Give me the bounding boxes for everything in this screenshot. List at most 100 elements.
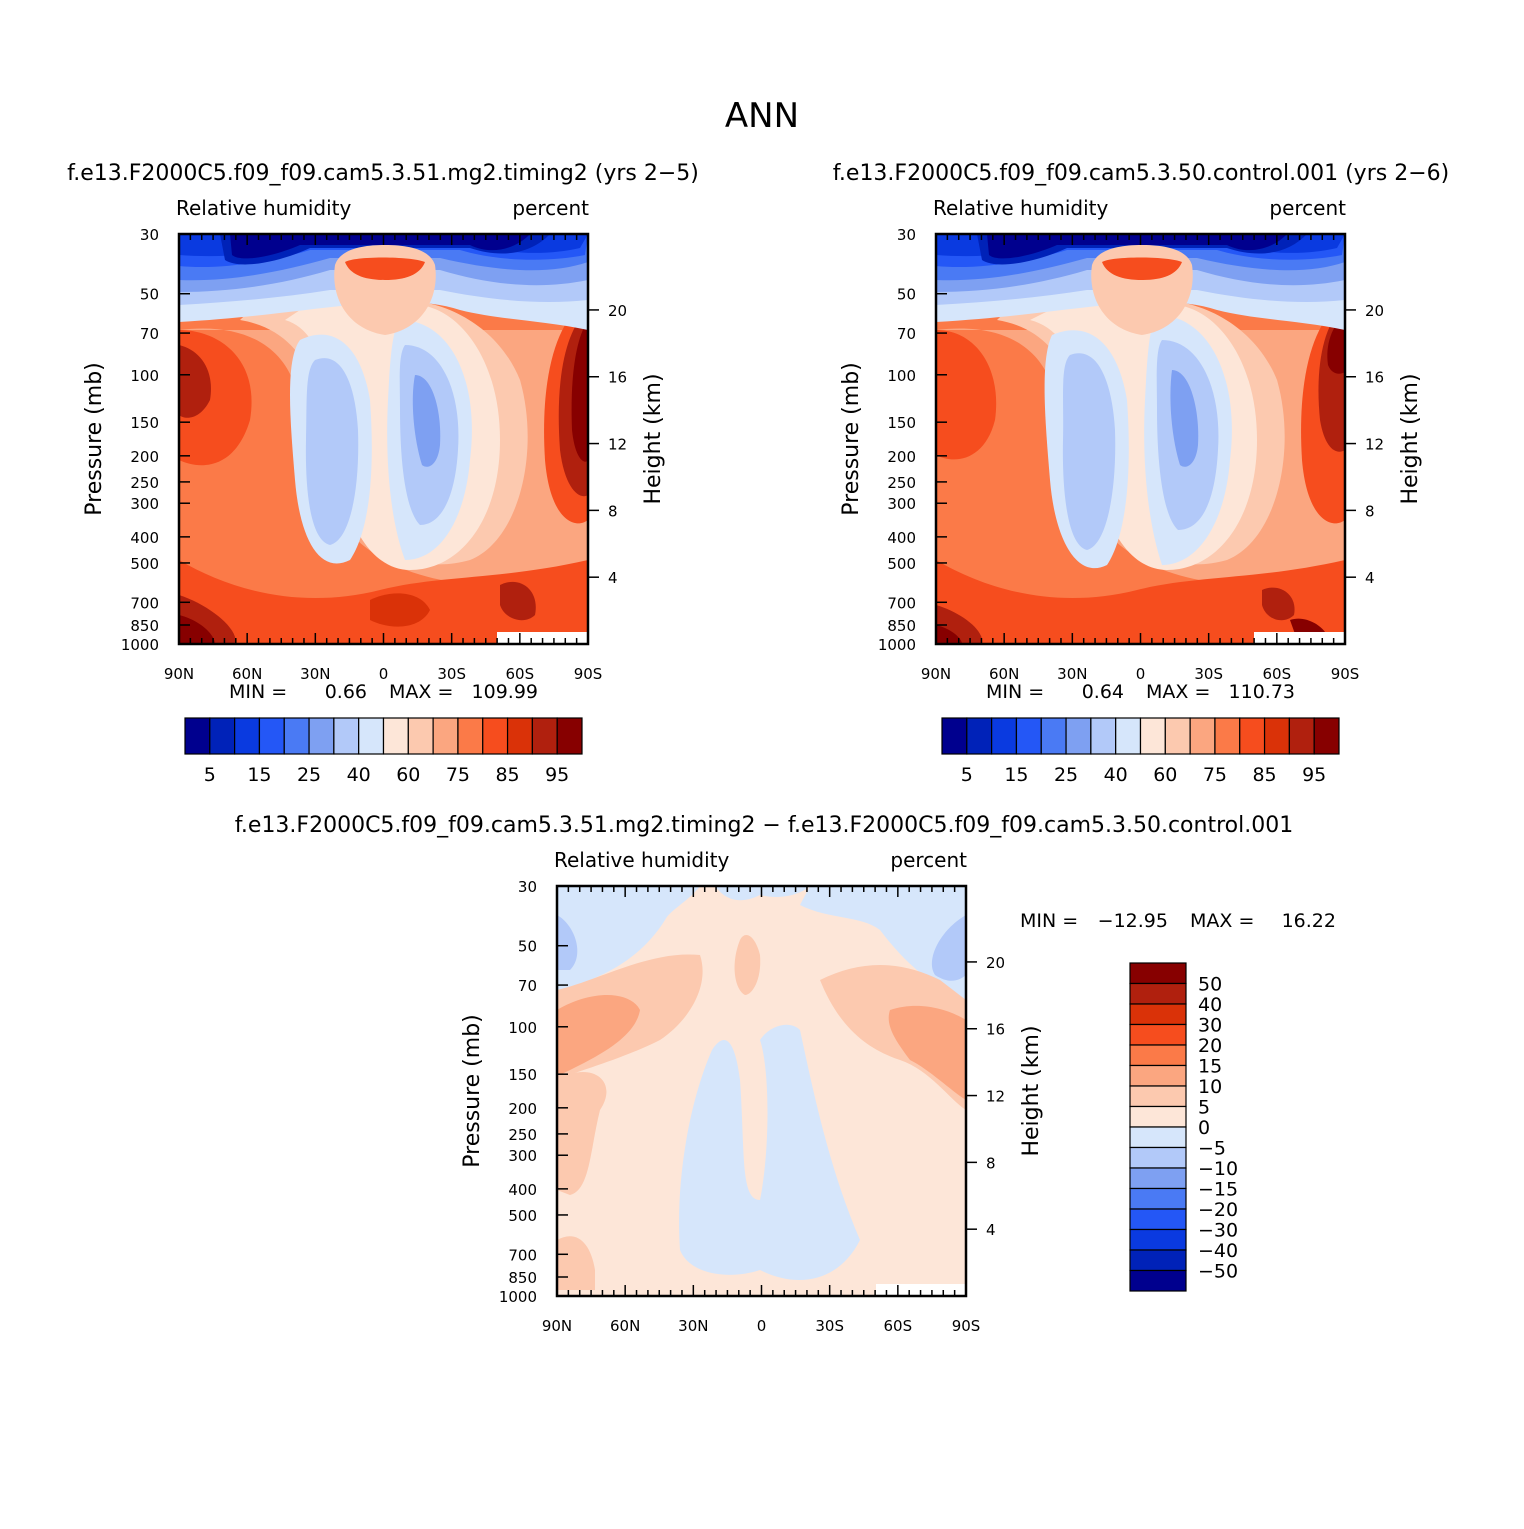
colorbar-label: 10 (1198, 1076, 1222, 1098)
case1-band-polar-n-dark (179, 345, 211, 418)
colorbar-swatch (234, 717, 261, 755)
case2-band-blue3-s (1170, 370, 1199, 467)
colorbar-label: 0 (1198, 1117, 1210, 1139)
case2-contour-field (936, 234, 1345, 644)
x-tick-label: 90S (1331, 665, 1360, 683)
colorbar-swatch (407, 717, 434, 755)
y-tick-label: 200 (130, 448, 159, 466)
colorbar-label: 20 (1198, 1035, 1222, 1057)
diff-band-neg-n-mid (557, 915, 578, 970)
colorbar-label: 95 (1302, 764, 1326, 786)
colorbar-label: 25 (1054, 764, 1078, 786)
y-tick-label: 50 (518, 938, 537, 956)
x-tick-label: 90N (164, 665, 194, 683)
diff-title: f.e13.F2000C5.f09_f09.cam5.3.51.mg2.timi… (235, 813, 1293, 838)
case2-ticks: 90N 60N 30N 0 30S 60S 90S 30 50 70 100 150 200 250 300… (878, 226, 1384, 683)
case1-ylabel-right: Height (km) (641, 373, 666, 504)
case2-units-label: percent (1269, 196, 1346, 220)
diff-contour-field (557, 886, 966, 1296)
x-tick-label: 30S (1194, 665, 1223, 683)
case1-variable-label: Relative humidity (176, 196, 351, 220)
x-tick-label: 0 (757, 1317, 767, 1335)
y-tick-label: 400 (130, 529, 159, 547)
colorbar-swatch (1129, 1269, 1187, 1292)
y-tick-label: 500 (130, 555, 159, 573)
x-tick-label: 90N (542, 1317, 572, 1335)
colorbar-label: −20 (1198, 1199, 1238, 1221)
y-right-tick-label: 12 (1365, 436, 1384, 454)
colorbar-label: 85 (1252, 764, 1276, 786)
colorbar-swatch (1129, 1146, 1187, 1169)
diff-min-value: −12.95 (1098, 910, 1168, 932)
panel-case1: f.e13.F2000C5.f09_f09.cam5.3.51.mg2.timi… (67, 161, 699, 786)
x-tick-label: 30N (300, 665, 330, 683)
y-right-tick-label: 8 (608, 502, 618, 520)
y-tick-label: 100 (508, 1019, 537, 1037)
panel-case2: f.e13.F2000C5.f09_f09.cam5.3.50.control.… (833, 161, 1449, 786)
colorbar-label: 30 (1198, 1015, 1222, 1037)
case1-band-pbl-eq (370, 593, 430, 627)
colorbar-label: −15 (1198, 1179, 1238, 1201)
colorbar-swatch (1129, 1064, 1187, 1087)
colorbar-swatch (482, 717, 509, 755)
season-title: ANN (725, 96, 799, 136)
case2-min-label: MIN = (986, 681, 1044, 703)
colorbar-label: 40 (1104, 764, 1128, 786)
colorbar-swatch (333, 717, 360, 755)
colorbar-swatch (308, 717, 335, 755)
case1-ticks: 90N 60N 30N 0 30S 60S 90S 30 50 70 100 150 200 250 300… (121, 226, 627, 683)
case1-band-blue2-n (305, 358, 359, 545)
y-tick-label: 700 (887, 594, 916, 612)
case2-min-value: 0.64 (1082, 681, 1124, 703)
y-tick-label: 200 (508, 1100, 537, 1118)
colorbar-swatch (966, 717, 993, 755)
case2-band-pbl-max-s (1290, 618, 1325, 634)
y-tick-label: 400 (508, 1181, 537, 1199)
y-tick-label: 70 (897, 325, 916, 343)
diff-band-neg-upper (557, 886, 700, 990)
y-right-tick-label: 4 (986, 1221, 996, 1239)
colorbar-label: −50 (1198, 1261, 1238, 1283)
y-tick-label: 700 (130, 594, 159, 612)
y-right-tick-label: 12 (986, 1088, 1005, 1106)
colorbar-label: 95 (545, 764, 569, 786)
case2-band-polar-n (936, 330, 997, 460)
colorbar-swatch (1263, 717, 1290, 755)
colorbar-swatch (991, 717, 1018, 755)
colorbar-swatch (1239, 717, 1266, 755)
y-tick-label: 250 (508, 1126, 537, 1144)
colorbar-label: −10 (1198, 1158, 1238, 1180)
y-tick-label: 100 (887, 367, 916, 385)
case1-max-value: 109.99 (472, 681, 538, 703)
y-tick-label: 400 (887, 529, 916, 547)
colorbar-swatch (1115, 717, 1142, 755)
y-right-tick-label: 20 (608, 302, 627, 320)
colorbar-label: 15 (247, 764, 271, 786)
colorbar-swatch (1129, 1228, 1187, 1251)
colorbar-swatch (1129, 1105, 1187, 1128)
colorbar-label: 60 (396, 764, 420, 786)
colorbar-swatch (1129, 1249, 1187, 1272)
case1-units-label: percent (512, 196, 589, 220)
colorbar-label: 5 (204, 764, 216, 786)
diff-ticks: 90N 60N 30N 0 30S 60S 90S 30 50 70 100 150 200 250 300… (499, 878, 1005, 1335)
x-tick-label: 60N (989, 665, 1019, 683)
colorbar-swatch (1288, 717, 1315, 755)
colorbar-swatch (1139, 717, 1166, 755)
y-tick-label: 30 (518, 878, 537, 896)
colorbar-label: 15 (1004, 764, 1028, 786)
colorbar-swatch (1090, 717, 1117, 755)
diff-band-strat-pos (734, 935, 761, 995)
colorbar-swatch (457, 717, 484, 755)
colorbar-swatch (1214, 717, 1241, 755)
y-tick-label: 300 (508, 1147, 537, 1165)
case1-title: f.e13.F2000C5.f09_f09.cam5.3.51.mg2.timi… (67, 161, 699, 186)
case1-min-label: MIN = (229, 681, 287, 703)
y-right-tick-label: 16 (1365, 369, 1384, 387)
colorbar-label: −30 (1198, 1220, 1238, 1242)
x-tick-label: 0 (1136, 665, 1146, 683)
colorbar-swatch (432, 717, 459, 755)
colorbar-swatch (283, 717, 310, 755)
y-tick-label: 300 (887, 495, 916, 513)
